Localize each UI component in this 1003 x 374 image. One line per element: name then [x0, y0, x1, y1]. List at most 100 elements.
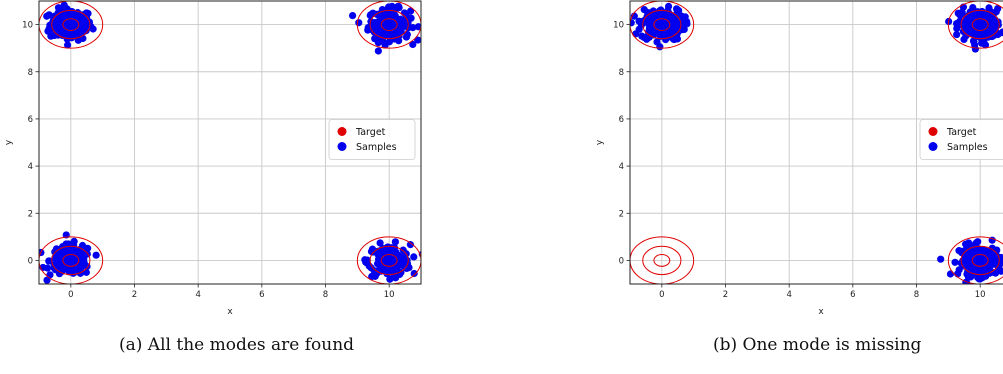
target-contour — [960, 245, 1000, 276]
sample-point — [664, 2, 673, 10]
y-tick-label: 2 — [28, 209, 33, 219]
sample-point — [76, 265, 85, 273]
sample-point — [386, 20, 395, 28]
sample-point — [409, 40, 417, 49]
target-contour — [642, 245, 682, 276]
sample-point — [70, 237, 78, 245]
x-tick-label: 0 — [68, 290, 73, 300]
x-axis-label: x — [227, 307, 233, 317]
sample-point — [384, 253, 393, 262]
sample-point — [971, 41, 979, 49]
x-tick-label: 2 — [132, 290, 137, 300]
sample-point — [961, 258, 969, 266]
sample-point — [52, 27, 60, 36]
sample-point — [970, 248, 978, 256]
x-tick-label: 8 — [323, 290, 328, 300]
target-contour — [369, 245, 409, 276]
x-tick-label: 10 — [975, 290, 986, 300]
target-contour — [630, 1, 695, 49]
y-tick-label: 6 — [619, 115, 624, 125]
sample-point — [946, 270, 955, 278]
target-contour — [51, 9, 91, 40]
y-tick-label: 8 — [619, 68, 624, 78]
sample-point — [995, 255, 1003, 263]
sample-point — [391, 238, 400, 246]
sample-point — [53, 254, 61, 262]
target-contour — [960, 9, 1000, 40]
axes-frame-a — [38, 0, 422, 285]
y-tick-label: 6 — [28, 115, 33, 125]
y-tick-label: 4 — [619, 162, 624, 172]
sample-point — [389, 246, 398, 254]
x-tick-label: 4 — [195, 290, 200, 300]
sample-point — [402, 33, 411, 41]
sample-point — [993, 21, 1001, 29]
legend-label-samples: Samples — [947, 142, 988, 153]
sample-point — [640, 6, 648, 14]
sample-point — [65, 30, 74, 38]
y-tick-label: 2 — [619, 209, 624, 219]
legend-marker-samples — [337, 142, 347, 151]
sample-point — [65, 268, 74, 276]
sample-point — [994, 30, 1003, 38]
target-contour — [62, 254, 80, 267]
sample-point — [407, 7, 415, 15]
sample-point — [414, 36, 421, 44]
sample-point — [388, 11, 396, 19]
sample-point — [92, 251, 100, 259]
legend-a: Target Samples — [328, 119, 416, 160]
sample-point — [377, 16, 385, 25]
x-tick-label: 2 — [723, 290, 728, 300]
sample-point — [964, 273, 973, 281]
sample-point — [953, 30, 961, 39]
sample-point — [406, 241, 415, 249]
sample-point — [367, 11, 375, 19]
sample-point — [80, 259, 88, 267]
legend-label-samples: Samples — [356, 142, 397, 153]
y-tick-label: 0 — [28, 256, 33, 266]
legend-marker-target — [337, 127, 347, 136]
x-tick-label: 6 — [850, 290, 855, 300]
sample-point — [974, 259, 982, 267]
x-tick-label: 0 — [659, 290, 664, 300]
sample-point — [414, 23, 421, 31]
target-contour — [62, 18, 80, 31]
sample-point — [976, 275, 984, 283]
sample-point — [960, 35, 968, 44]
sample-point — [410, 269, 418, 278]
sample-point — [367, 264, 375, 272]
sample-point — [987, 256, 995, 264]
x-tick-label: 10 — [384, 290, 395, 300]
sample-point — [377, 24, 385, 32]
sample-point — [376, 239, 384, 247]
sample-point — [386, 275, 394, 283]
sample-point — [410, 253, 418, 261]
sample-point — [651, 11, 659, 19]
sample-point — [43, 264, 52, 272]
target-contour — [653, 254, 671, 267]
sample-point — [45, 257, 53, 265]
sample-point — [635, 17, 643, 25]
sample-point — [363, 259, 371, 267]
sample-point — [395, 25, 403, 33]
sample-point — [403, 256, 411, 265]
sample-point — [673, 10, 681, 18]
sample-point — [381, 41, 389, 49]
sample-point — [54, 4, 63, 12]
legend-box — [328, 119, 416, 160]
x-tick-label: 4 — [786, 290, 791, 300]
sample-point — [658, 23, 667, 31]
sample-point — [981, 250, 989, 258]
caption-b: (b) One mode is missing — [713, 335, 922, 355]
sample-point — [958, 8, 966, 16]
y-axis-label: y — [595, 139, 605, 145]
sample-point — [374, 47, 382, 55]
target-contour — [642, 9, 682, 40]
target-contour — [380, 254, 398, 267]
y-tick-label: 10 — [22, 21, 33, 31]
target-contour — [380, 18, 398, 31]
sample-point — [43, 12, 51, 20]
axes-frame-b — [629, 0, 1003, 285]
target-contour — [971, 18, 989, 31]
